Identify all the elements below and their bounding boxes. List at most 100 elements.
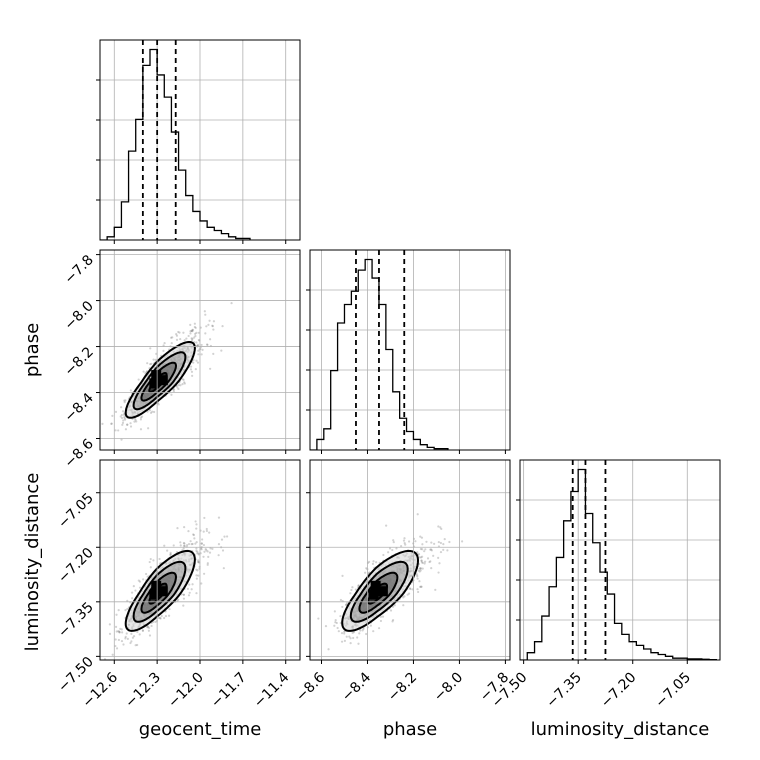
scatter-geocent-time-vs-phase-point [152,358,155,361]
scatter-phase-vs-luminosity-distance-point [406,593,409,596]
scatter-geocent-time-vs-luminosity-distance-point [118,630,121,634]
scatter-geocent-time-vs-luminosity-distance-point [141,629,145,632]
scatter-geocent-time-vs-luminosity-distance-point [200,542,203,545]
scatter-geocent-time-vs-luminosity-distance-point [192,533,196,537]
scatter-geocent-time-vs-luminosity-distance-point [186,587,190,590]
scatter-geocent-time-vs-luminosity-distance-point [190,543,193,546]
scatter-geocent-time-vs-phase-point [171,336,174,339]
scatter-geocent-time-vs-luminosity-distance-point [115,613,118,616]
scatter-geocent-time-vs-phase-point [121,410,125,413]
scatter-geocent-time-vs-luminosity-distance-xtick-label: −11.7 [208,670,250,712]
scatter-geocent-time-vs-luminosity-distance-point [200,582,203,585]
scatter-geocent-time-vs-phase-point [192,361,195,364]
scatter-phase-vs-luminosity-distance-point [343,632,346,635]
scatter-geocent-time-vs-luminosity-distance-peak-bin [149,589,160,600]
scatter-geocent-time-vs-phase-point [207,323,210,326]
scatter-geocent-time-vs-luminosity-distance-peak-bin [157,586,168,597]
scatter-geocent-time-vs-phase-point [123,416,126,419]
scatter-geocent-time-vs-luminosity-distance-point [201,538,204,541]
scatter-geocent-time-vs-luminosity-distance-point [146,626,149,629]
scatter-geocent-time-vs-phase-point [123,399,126,402]
scatter-phase-vs-luminosity-distance-contour [358,571,399,614]
scatter-geocent-time-vs-luminosity-distance-point [124,609,127,612]
scatter-geocent-time-vs-phase-point [133,420,136,423]
scatter-geocent-time-vs-luminosity-distance-point [160,614,163,618]
scatter-geocent-time-vs-phase-point [172,388,176,391]
scatter-geocent-time-vs-phase-point [208,319,211,322]
scatter-phase-vs-luminosity-distance-point [437,540,440,544]
scatter-geocent-time-vs-luminosity-distance-point [163,616,166,620]
scatter-geocent-time-vs-phase-point [170,393,173,396]
scatter-geocent-time-vs-luminosity-distance-point [182,593,185,596]
scatter-phase-vs-luminosity-distance-point [416,551,419,554]
scatter-geocent-time-vs-phase-point [191,374,194,377]
scatter-geocent-time-vs-phase-point [175,332,178,336]
scatter-phase-vs-luminosity-distance-point [354,588,357,591]
scatter-geocent-time-vs-luminosity-distance-point [222,567,225,570]
scatter-phase-vs-luminosity-distance-point [372,630,375,633]
scatter-geocent-time-vs-luminosity-distance-point [137,579,140,582]
scatter-geocent-time-vs-luminosity-distance-point [221,549,225,552]
scatter-phase-vs-luminosity-distance-frame [309,459,511,661]
scatter-phase-vs-luminosity-distance-point [379,615,383,618]
scatter-geocent-time-vs-phase-point [211,324,214,327]
scatter-geocent-time-vs-phase-point [206,343,209,347]
scatter-geocent-time-vs-phase-point [197,338,200,342]
scatter-geocent-time-vs-phase-point [126,423,129,426]
scatter-geocent-time-vs-phase-point [204,332,207,335]
scatter-geocent-time-vs-phase-point [135,420,138,423]
scatter-geocent-time-vs-luminosity-distance-point [211,547,214,550]
scatter-geocent-time-vs-phase-point [195,341,198,344]
scatter-phase-vs-luminosity-distance-point [324,625,328,628]
xlabel-phase: phase [383,719,437,740]
scatter-phase-vs-luminosity-distance-point [420,561,424,564]
scatter-geocent-time-vs-phase-point [163,341,166,345]
scatter-geocent-time-vs-luminosity-distance-point [196,560,200,564]
scatter-geocent-time-vs-phase-point [120,406,123,409]
scatter-geocent-time-vs-luminosity-distance-point [187,542,191,546]
scatter-phase-vs-luminosity-distance-point [334,621,337,624]
scatter-geocent-time-vs-phase-point [110,422,113,426]
scatter-geocent-time-vs-phase-point [212,328,215,331]
scatter-geocent-time-vs-phase-point [196,361,200,364]
scatter-geocent-time-vs-phase-point [139,428,143,431]
scatter-phase-vs-luminosity-distance-point [351,586,354,589]
scatter-geocent-time-vs-luminosity-distance-point [217,554,220,557]
scatter-phase-vs-luminosity-distance-point [403,537,406,540]
scatter-phase-vs-luminosity-distance-point [340,631,344,635]
scatter-geocent-time-vs-luminosity-distance-point [152,559,155,562]
scatter-geocent-time-vs-phase-point [205,325,208,328]
scatter-geocent-time-vs-luminosity-distance-point [205,529,209,533]
scatter-geocent-time-vs-luminosity-distance-point [142,578,145,581]
scatter-phase-vs-luminosity-distance-point [439,550,443,554]
scatter-phase-vs-luminosity-distance-point [345,635,348,638]
scatter-geocent-time-vs-luminosity-distance-point [146,575,149,578]
scatter-geocent-time-vs-luminosity-distance-xtick-label: −11.4 [251,669,293,711]
scatter-phase-vs-luminosity-distance-point [365,567,368,570]
scatter-phase-vs-luminosity-distance-point [388,547,392,550]
scatter-geocent-time-vs-luminosity-distance-point [159,616,162,620]
scatter-geocent-time-vs-luminosity-distance-point [197,574,200,577]
scatter-geocent-time-vs-phase-point [183,339,186,342]
scatter-phase-vs-luminosity-distance-point [402,539,406,542]
scatter-geocent-time-vs-luminosity-distance-contour [132,560,187,623]
scatter-geocent-time-vs-luminosity-distance-point [146,625,149,628]
scatter-geocent-time-vs-luminosity-distance-point [149,566,152,569]
scatter-geocent-time-vs-luminosity-distance-point [136,630,139,634]
scatter-geocent-time-vs-luminosity-distance-point [182,541,186,545]
scatter-geocent-time-vs-luminosity-distance-point [196,552,199,555]
scatter-phase-vs-luminosity-distance-point [402,596,405,599]
scatter-phase-vs-luminosity-distance-point [420,559,423,562]
labels-layer: geocent_time phase luminosity_distance p… [22,323,709,740]
scatter-geocent-time-vs-luminosity-distance-point [177,598,180,601]
scatter-geocent-time-vs-phase-ytick-label: −7.8 [61,252,96,287]
scatter-geocent-time-vs-luminosity-distance-point [195,574,198,577]
scatter-phase-vs-luminosity-distance-point [429,548,432,551]
scatter-geocent-time-vs-luminosity-distance-point [164,614,168,618]
scatter-geocent-time-vs-luminosity-distance-point [134,644,137,647]
scatter-geocent-time-vs-luminosity-distance-point [189,540,192,543]
scatter-geocent-time-vs-luminosity-distance-point [193,537,196,540]
scatter-geocent-time-vs-luminosity-distance-point [182,604,185,607]
scatter-geocent-time-vs-luminosity-distance-point [190,588,193,591]
scatter-phase-vs-luminosity-distance-point [446,549,449,552]
